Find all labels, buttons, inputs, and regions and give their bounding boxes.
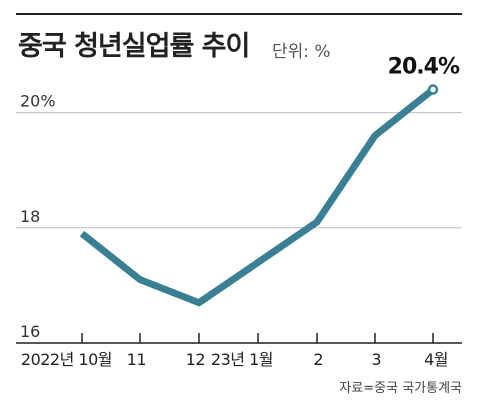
series-line bbox=[79, 86, 436, 307]
y-tick-label: 18 bbox=[20, 207, 40, 226]
x-tick-label: 11 bbox=[127, 350, 146, 369]
x-tick-label: 2022년 10월 bbox=[21, 350, 112, 369]
x-axis-layer: 2022년 10월 11 12 23년 1월 2 3 4월 bbox=[21, 333, 449, 369]
x-tick-label: 3 bbox=[371, 350, 381, 369]
x-tick-label: 4월 bbox=[424, 350, 448, 369]
grid-layer: 16 18 20% bbox=[16, 92, 462, 344]
x-tick-label: 12 bbox=[186, 350, 205, 369]
data-point bbox=[427, 84, 439, 95]
header-rule bbox=[16, 13, 462, 15]
source-note: 자료=중국 국가통계국 bbox=[339, 381, 462, 396]
x-tick-label: 23년 1월 bbox=[211, 350, 273, 369]
y-tick-label: 16 bbox=[20, 322, 40, 341]
value-annotation: 20.4% bbox=[388, 55, 460, 80]
series-line-layer bbox=[79, 84, 439, 307]
label-layer: 20.4% bbox=[388, 55, 461, 80]
x-tick-label: 2 bbox=[313, 350, 323, 369]
chart-title: 중국 청년실업률 추이 bbox=[18, 31, 250, 62]
unit-label: 단위: % bbox=[272, 42, 331, 62]
y-tick-label: 20% bbox=[20, 92, 56, 111]
